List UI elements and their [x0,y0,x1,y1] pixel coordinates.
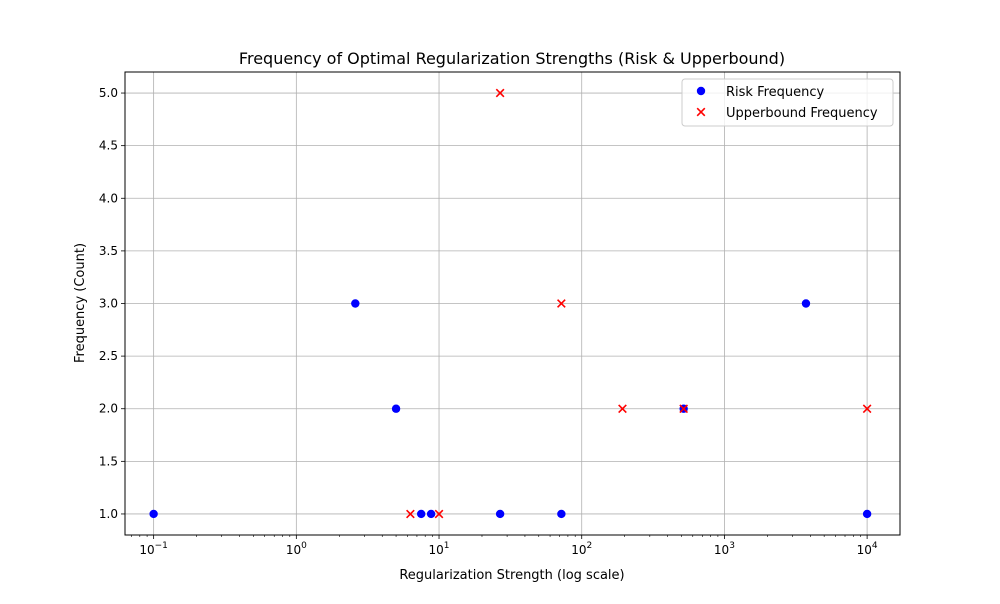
y-tick-label: 3.0 [99,297,118,311]
upperbound-point [862,404,872,414]
x-tick-exponent: 0 [301,541,307,551]
upperbound-point [618,404,627,414]
y-axis-label: Frequency (Count) [73,243,88,363]
legend-box [681,78,894,127]
x-tick-base: 10 [139,543,154,557]
x-tick-label: 10−1 [139,541,168,557]
x-tick-base: 10 [286,543,301,557]
risk-point [149,509,158,519]
risk-point [351,299,360,308]
x-tick-label: 101 [429,541,450,557]
x-tick-exponent: 4 [872,541,878,551]
x-tick-label: 102 [571,541,592,557]
x-tick-base: 10 [429,543,444,557]
x-tick-label: 103 [714,541,735,557]
series-upperbound [406,88,872,519]
risk-point [801,299,811,308]
x-tick-exponent: 1 [444,541,450,551]
x-tick-exponent: 3 [729,541,735,551]
y-tick-label: 2.0 [99,402,118,416]
risk-point [495,509,505,519]
x-tick-exponent: 2 [586,541,592,551]
legend-label: Risk Frequency [726,85,825,100]
legend-upperbound-marker [696,107,706,117]
x-tick-base: 10 [571,543,586,557]
x-tick-label: 100 [286,541,307,557]
y-tick-label: 4.0 [99,191,118,205]
legend-risk-marker [696,86,706,96]
risk-point [416,509,426,519]
legend: Risk Frequency Upperbound Frequency [681,78,894,127]
grid-lines [125,72,900,535]
axis-ticks: 10−1 100 101 102 103 1041.01.52.02.53.03.54.0… [99,86,878,557]
upperbound-point [556,299,566,308]
risk-point [557,509,566,519]
y-tick-label: 5.0 [99,86,118,100]
risk-point [391,404,401,413]
upperbound-point [434,509,444,519]
y-tick-label: 2.5 [99,349,118,363]
legend-label: Upperbound Frequency [726,106,878,121]
x-tick-base: 10 [714,543,729,557]
y-tick-label: 1.0 [99,507,118,521]
x-tick-label: 104 [857,541,878,557]
upperbound-point [679,404,689,414]
upperbound-point [495,88,505,98]
risk-point [862,509,872,519]
y-tick-label: 4.5 [99,139,118,153]
risk-point [426,509,436,519]
y-tick-label: 1.5 [99,454,118,468]
data-points [149,88,872,519]
series-risk [149,299,872,519]
upperbound-point [406,509,415,519]
x-tick-base: 10 [857,543,872,557]
chart-title: Frequency of Optimal Regularization Stre… [239,49,785,68]
x-axis-label: Regularization Strength (log scale) [399,568,624,583]
y-tick-label: 3.5 [99,244,118,258]
x-tick-exponent: −1 [155,541,168,551]
